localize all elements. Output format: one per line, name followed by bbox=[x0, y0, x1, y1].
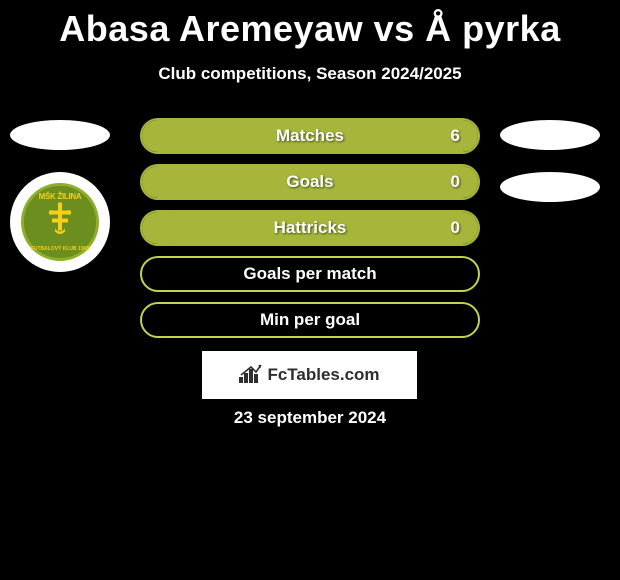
right-player-oval-2 bbox=[500, 172, 600, 202]
fctables-icon bbox=[239, 363, 263, 388]
left-player-oval bbox=[10, 120, 110, 150]
club-badge-top-text: MŠK ŽILINA bbox=[39, 192, 82, 201]
stat-row: Goals 0 bbox=[140, 164, 480, 200]
stat-value: 0 bbox=[451, 172, 460, 192]
stat-row: Hattricks 0 bbox=[140, 210, 480, 246]
stat-row: Goals per match bbox=[140, 256, 480, 292]
stats-container: Matches 6 Goals 0 Hattricks 0 Goals per match M… bbox=[140, 118, 480, 348]
date-text: 23 september 2024 bbox=[0, 408, 620, 428]
stat-row: Min per goal bbox=[140, 302, 480, 338]
comparison-subtitle: Club competitions, Season 2024/2025 bbox=[0, 64, 620, 84]
left-club-badge: MŠK ŽILINA FUTBALOVÝ KL bbox=[10, 172, 110, 272]
fctables-watermark: FcTables.com bbox=[202, 351, 417, 399]
stat-label: Matches bbox=[276, 126, 344, 146]
comparison-title: Abasa Aremeyaw vs Å pyrka bbox=[0, 0, 620, 50]
stat-value: 0 bbox=[451, 218, 460, 238]
fctables-text: FcTables.com bbox=[267, 365, 379, 385]
right-player-oval-1 bbox=[500, 120, 600, 150]
stat-value: 6 bbox=[451, 126, 460, 146]
stat-label: Goals per match bbox=[243, 264, 376, 284]
stat-label: Goals bbox=[286, 172, 333, 192]
right-player-column bbox=[500, 120, 600, 224]
stat-label: Hattricks bbox=[274, 218, 347, 238]
left-player-column: MŠK ŽILINA FUTBALOVÝ KL bbox=[10, 120, 110, 272]
club-badge-inner: MŠK ŽILINA FUTBALOVÝ KL bbox=[21, 183, 99, 261]
club-badge-bottom-text: FUTBALOVÝ KLUB 1908 bbox=[31, 246, 89, 252]
club-badge-cross-icon bbox=[47, 203, 73, 242]
stat-label: Min per goal bbox=[260, 310, 360, 330]
stat-row: Matches 6 bbox=[140, 118, 480, 154]
